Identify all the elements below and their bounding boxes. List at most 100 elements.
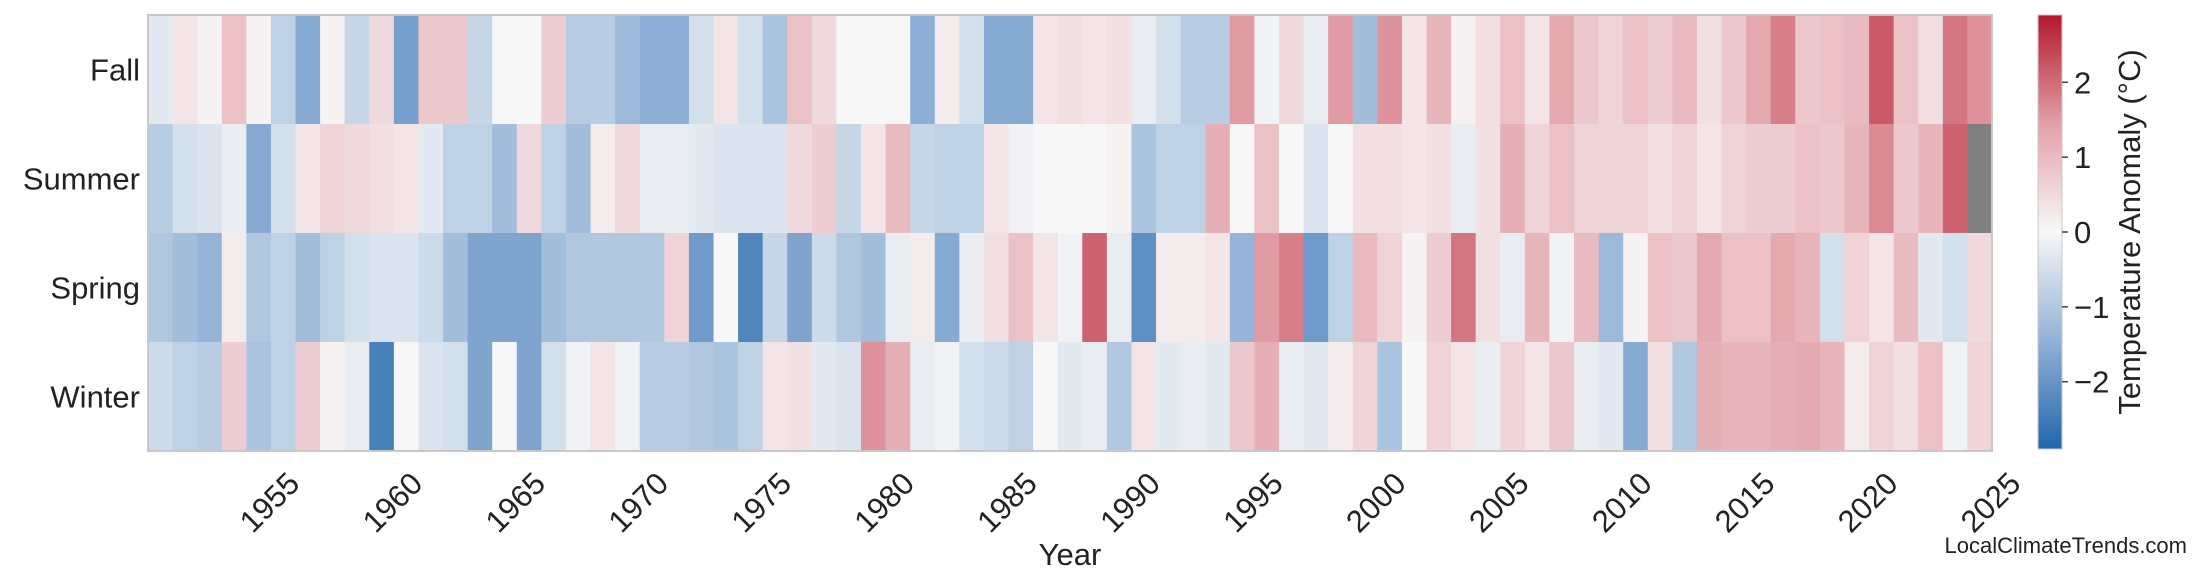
heatmap-cell-spring-2006 bbox=[1524, 233, 1551, 343]
heatmap-cell-fall-1996 bbox=[1278, 15, 1305, 125]
heatmap-cell-winter-1989 bbox=[1106, 342, 1133, 452]
heatmap-cell-spring-1985 bbox=[1008, 233, 1034, 343]
watermark-text: LocalClimateTrends.com bbox=[1945, 533, 2188, 558]
heatmap-cell-fall-2016 bbox=[1770, 15, 1796, 125]
heatmap-cell-winter-2014 bbox=[1721, 342, 1747, 452]
heatmap-cell-winter-1951 bbox=[172, 342, 198, 452]
heatmap-cell-winter-2013 bbox=[1696, 342, 1723, 452]
heatmap-cell-spring-2019 bbox=[1844, 233, 1870, 343]
heatmap-cell-fall-1992 bbox=[1180, 15, 1206, 125]
heatmap-cell-summer-1984 bbox=[983, 124, 1010, 234]
heatmap-cell-summer-2012 bbox=[1672, 124, 1698, 234]
heatmap-cell-fall-2011 bbox=[1647, 15, 1673, 125]
heatmap-cell-summer-2005 bbox=[1500, 124, 1526, 234]
heatmap-cell-winter-1952 bbox=[197, 342, 223, 452]
heatmap-cell-winter-1994 bbox=[1229, 342, 1255, 452]
heatmap-cell-spring-2003 bbox=[1451, 233, 1477, 343]
heatmap-cells bbox=[148, 15, 1993, 452]
heatmap-cell-winter-2006 bbox=[1524, 342, 1551, 452]
heatmap-cell-summer-1976 bbox=[787, 124, 813, 234]
heatmap-cell-fall-1984 bbox=[983, 15, 1010, 125]
colorbar-gradient bbox=[2037, 14, 2063, 450]
colorbar-label: Temperature Anomaly (°C) bbox=[2112, 49, 2147, 415]
heatmap-cell-winter-1985 bbox=[1008, 342, 1034, 452]
heatmap-cell-fall-2022 bbox=[1918, 15, 1944, 125]
heatmap-cell-winter-1975 bbox=[762, 342, 788, 452]
heatmap-cell-winter-1965 bbox=[516, 342, 542, 452]
heatmap-cell-spring-1998 bbox=[1328, 233, 1354, 343]
heatmap-cell-winter-2012 bbox=[1672, 342, 1698, 452]
heatmap-cell-fall-1959 bbox=[369, 15, 395, 125]
heatmap-cell-summer-1987 bbox=[1057, 124, 1083, 234]
heatmap-cell-summer-1998 bbox=[1328, 124, 1354, 234]
heatmap-cell-fall-1950 bbox=[148, 15, 174, 125]
heatmap-cell-summer-1950 bbox=[148, 124, 174, 234]
heatmap-cell-spring-1997 bbox=[1303, 233, 1329, 343]
heatmap-cell-fall-2002 bbox=[1426, 15, 1452, 125]
heatmap-cell-winter-1987 bbox=[1057, 342, 1083, 452]
heatmap-cell-spring-1953 bbox=[221, 233, 247, 343]
heatmap-cell-summer-2014 bbox=[1721, 124, 1747, 234]
heatmap-cell-winter-1966 bbox=[541, 342, 567, 452]
colorbar-ticks: −2 −1 0 1 2 bbox=[2062, 65, 2109, 400]
colorbar-tick-label: −2 bbox=[2074, 365, 2109, 400]
heatmap-cell-winter-1954 bbox=[246, 342, 272, 452]
heatmap-cell-winter-1991 bbox=[1156, 342, 1182, 452]
heatmap-cell-fall-1962 bbox=[443, 15, 469, 125]
heatmap-cell-winter-2017 bbox=[1795, 342, 1821, 452]
heatmap-cell-winter-1999 bbox=[1352, 342, 1378, 452]
heatmap-cell-summer-1951 bbox=[172, 124, 198, 234]
heatmap-cell-winter-2016 bbox=[1770, 342, 1796, 452]
heatmap-cell-summer-2021 bbox=[1893, 124, 1919, 234]
heatmap-cell-winter-1995 bbox=[1254, 342, 1280, 452]
heatmap-cell-winter-1958 bbox=[344, 342, 370, 452]
heatmap-cell-spring-1980 bbox=[885, 233, 911, 343]
heatmap-cell-winter-2022 bbox=[1918, 342, 1944, 452]
heatmap-cell-summer-2016 bbox=[1770, 124, 1796, 234]
heatmap-cell-summer-1981 bbox=[910, 124, 936, 234]
heatmap-cell-fall-2008 bbox=[1574, 15, 1600, 125]
heatmap-cell-winter-1971 bbox=[664, 342, 690, 452]
heatmap-cell-spring-2002 bbox=[1426, 233, 1452, 343]
heatmap-cell-fall-2000 bbox=[1377, 15, 1403, 125]
heatmap-cell-summer-1952 bbox=[197, 124, 223, 234]
heatmap-cell-fall-2005 bbox=[1500, 15, 1526, 125]
colorbar-tick-label: 2 bbox=[2074, 65, 2091, 100]
heatmap-cell-fall-1988 bbox=[1082, 15, 1108, 125]
heatmap-cell-summer-1956 bbox=[295, 124, 321, 234]
heatmap-cell-spring-1964 bbox=[492, 233, 518, 343]
heatmap-cell-summer-1957 bbox=[320, 124, 346, 234]
heatmap-cell-summer-1962 bbox=[443, 124, 469, 234]
heatmap-cell-summer-1994 bbox=[1229, 124, 1255, 234]
heatmap-cell-spring-1974 bbox=[738, 233, 764, 343]
heatmap-cell-summer-1974 bbox=[738, 124, 764, 234]
colorbar-tick-label: 1 bbox=[2074, 140, 2091, 175]
heatmap-cell-spring-1973 bbox=[713, 233, 739, 343]
heatmap-cell-winter-2023 bbox=[1942, 342, 1969, 452]
heatmap-cell-spring-2024 bbox=[1967, 233, 1993, 343]
heatmap-cell-summer-2018 bbox=[1819, 124, 1846, 234]
heatmap-cell-fall-2014 bbox=[1721, 15, 1747, 125]
colorbar: −2 −1 0 1 2 Temperature Anomaly (°C) bbox=[2037, 14, 2147, 450]
heatmap-cell-winter-2005 bbox=[1500, 342, 1526, 452]
heatmap-cell-winter-1977 bbox=[811, 342, 838, 452]
heatmap-cell-summer-1965 bbox=[516, 124, 542, 234]
heatmap-cell-summer-1970 bbox=[639, 124, 665, 234]
heatmap-cell-summer-1991 bbox=[1156, 124, 1182, 234]
heatmap-cell-summer-1980 bbox=[885, 124, 911, 234]
heatmap-cell-fall-1964 bbox=[492, 15, 518, 125]
heatmap-cell-winter-2004 bbox=[1475, 342, 1501, 452]
heatmap-cell-fall-2021 bbox=[1893, 15, 1919, 125]
row-label-fall: Fall bbox=[90, 53, 140, 88]
heatmap-cell-winter-1983 bbox=[959, 342, 985, 452]
heatmap-cell-fall-1963 bbox=[467, 15, 493, 125]
heatmap-cell-winter-1956 bbox=[295, 342, 321, 452]
heatmap-cell-fall-2018 bbox=[1819, 15, 1846, 125]
heatmap-cell-spring-2021 bbox=[1893, 233, 1919, 343]
heatmap-cell-spring-1992 bbox=[1180, 233, 1206, 343]
x-tick-label-2020: 2020 bbox=[1831, 466, 1905, 540]
heatmap-cell-fall-1981 bbox=[910, 15, 936, 125]
heatmap-cell-winter-2011 bbox=[1647, 342, 1673, 452]
heatmap-cell-fall-1958 bbox=[344, 15, 370, 125]
heatmap-cell-spring-1958 bbox=[344, 233, 370, 343]
